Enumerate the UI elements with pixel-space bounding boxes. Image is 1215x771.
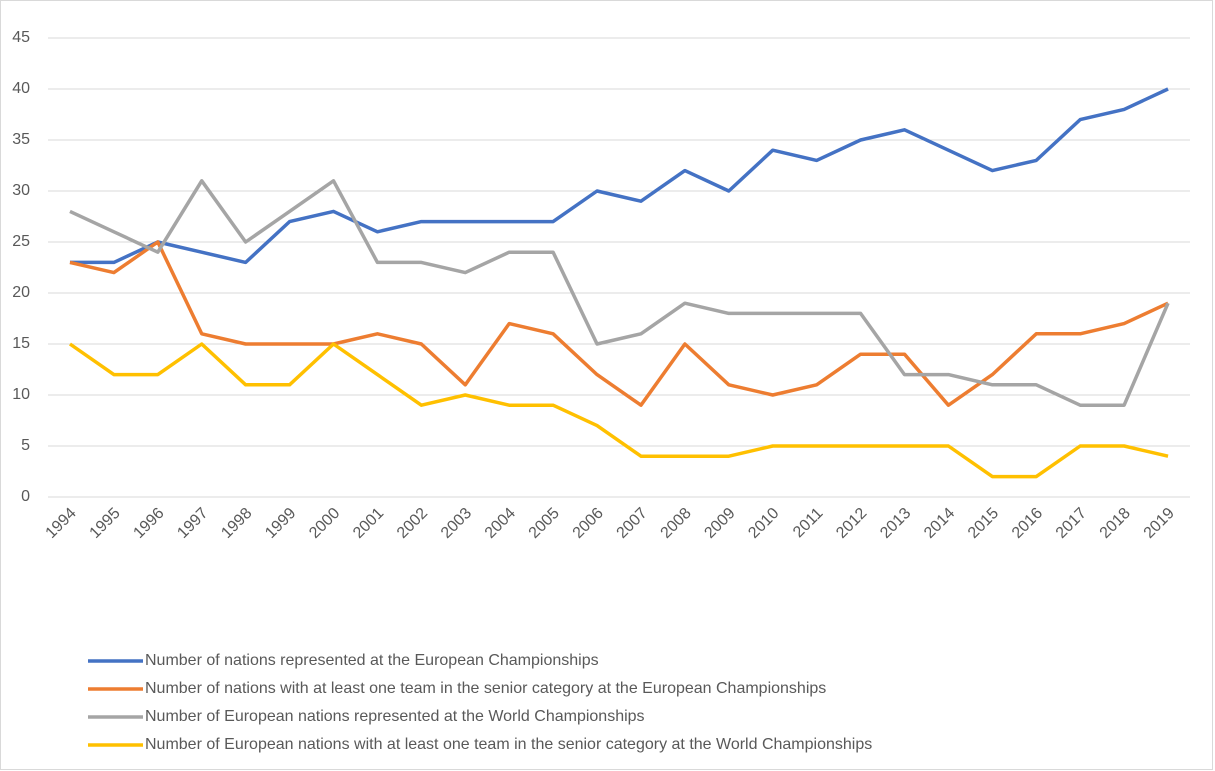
legend-label: Number of European nations with at least…: [145, 736, 872, 753]
series-line: [69, 87, 1169, 265]
series-line: [69, 179, 1170, 407]
y-tick-label: 5: [21, 437, 30, 454]
series-line: [69, 240, 1169, 407]
series-line: [68, 342, 1169, 479]
legend-label: Number of nations with at least one team…: [145, 680, 826, 697]
y-tick-label: 10: [12, 386, 30, 403]
legend-label: Number of nations represented at the Eur…: [145, 652, 599, 669]
y-tick-label: 35: [12, 131, 30, 148]
y-tick-label: 25: [12, 233, 30, 250]
y-tick-label: 20: [12, 284, 30, 301]
y-tick-label: 30: [12, 182, 30, 199]
y-tick-label: 40: [12, 80, 30, 97]
y-tick-label: 45: [12, 29, 30, 46]
y-tick-label: 15: [12, 335, 30, 352]
y-tick-label: 0: [21, 488, 30, 505]
legend-label: Number of European nations represented a…: [145, 708, 645, 725]
